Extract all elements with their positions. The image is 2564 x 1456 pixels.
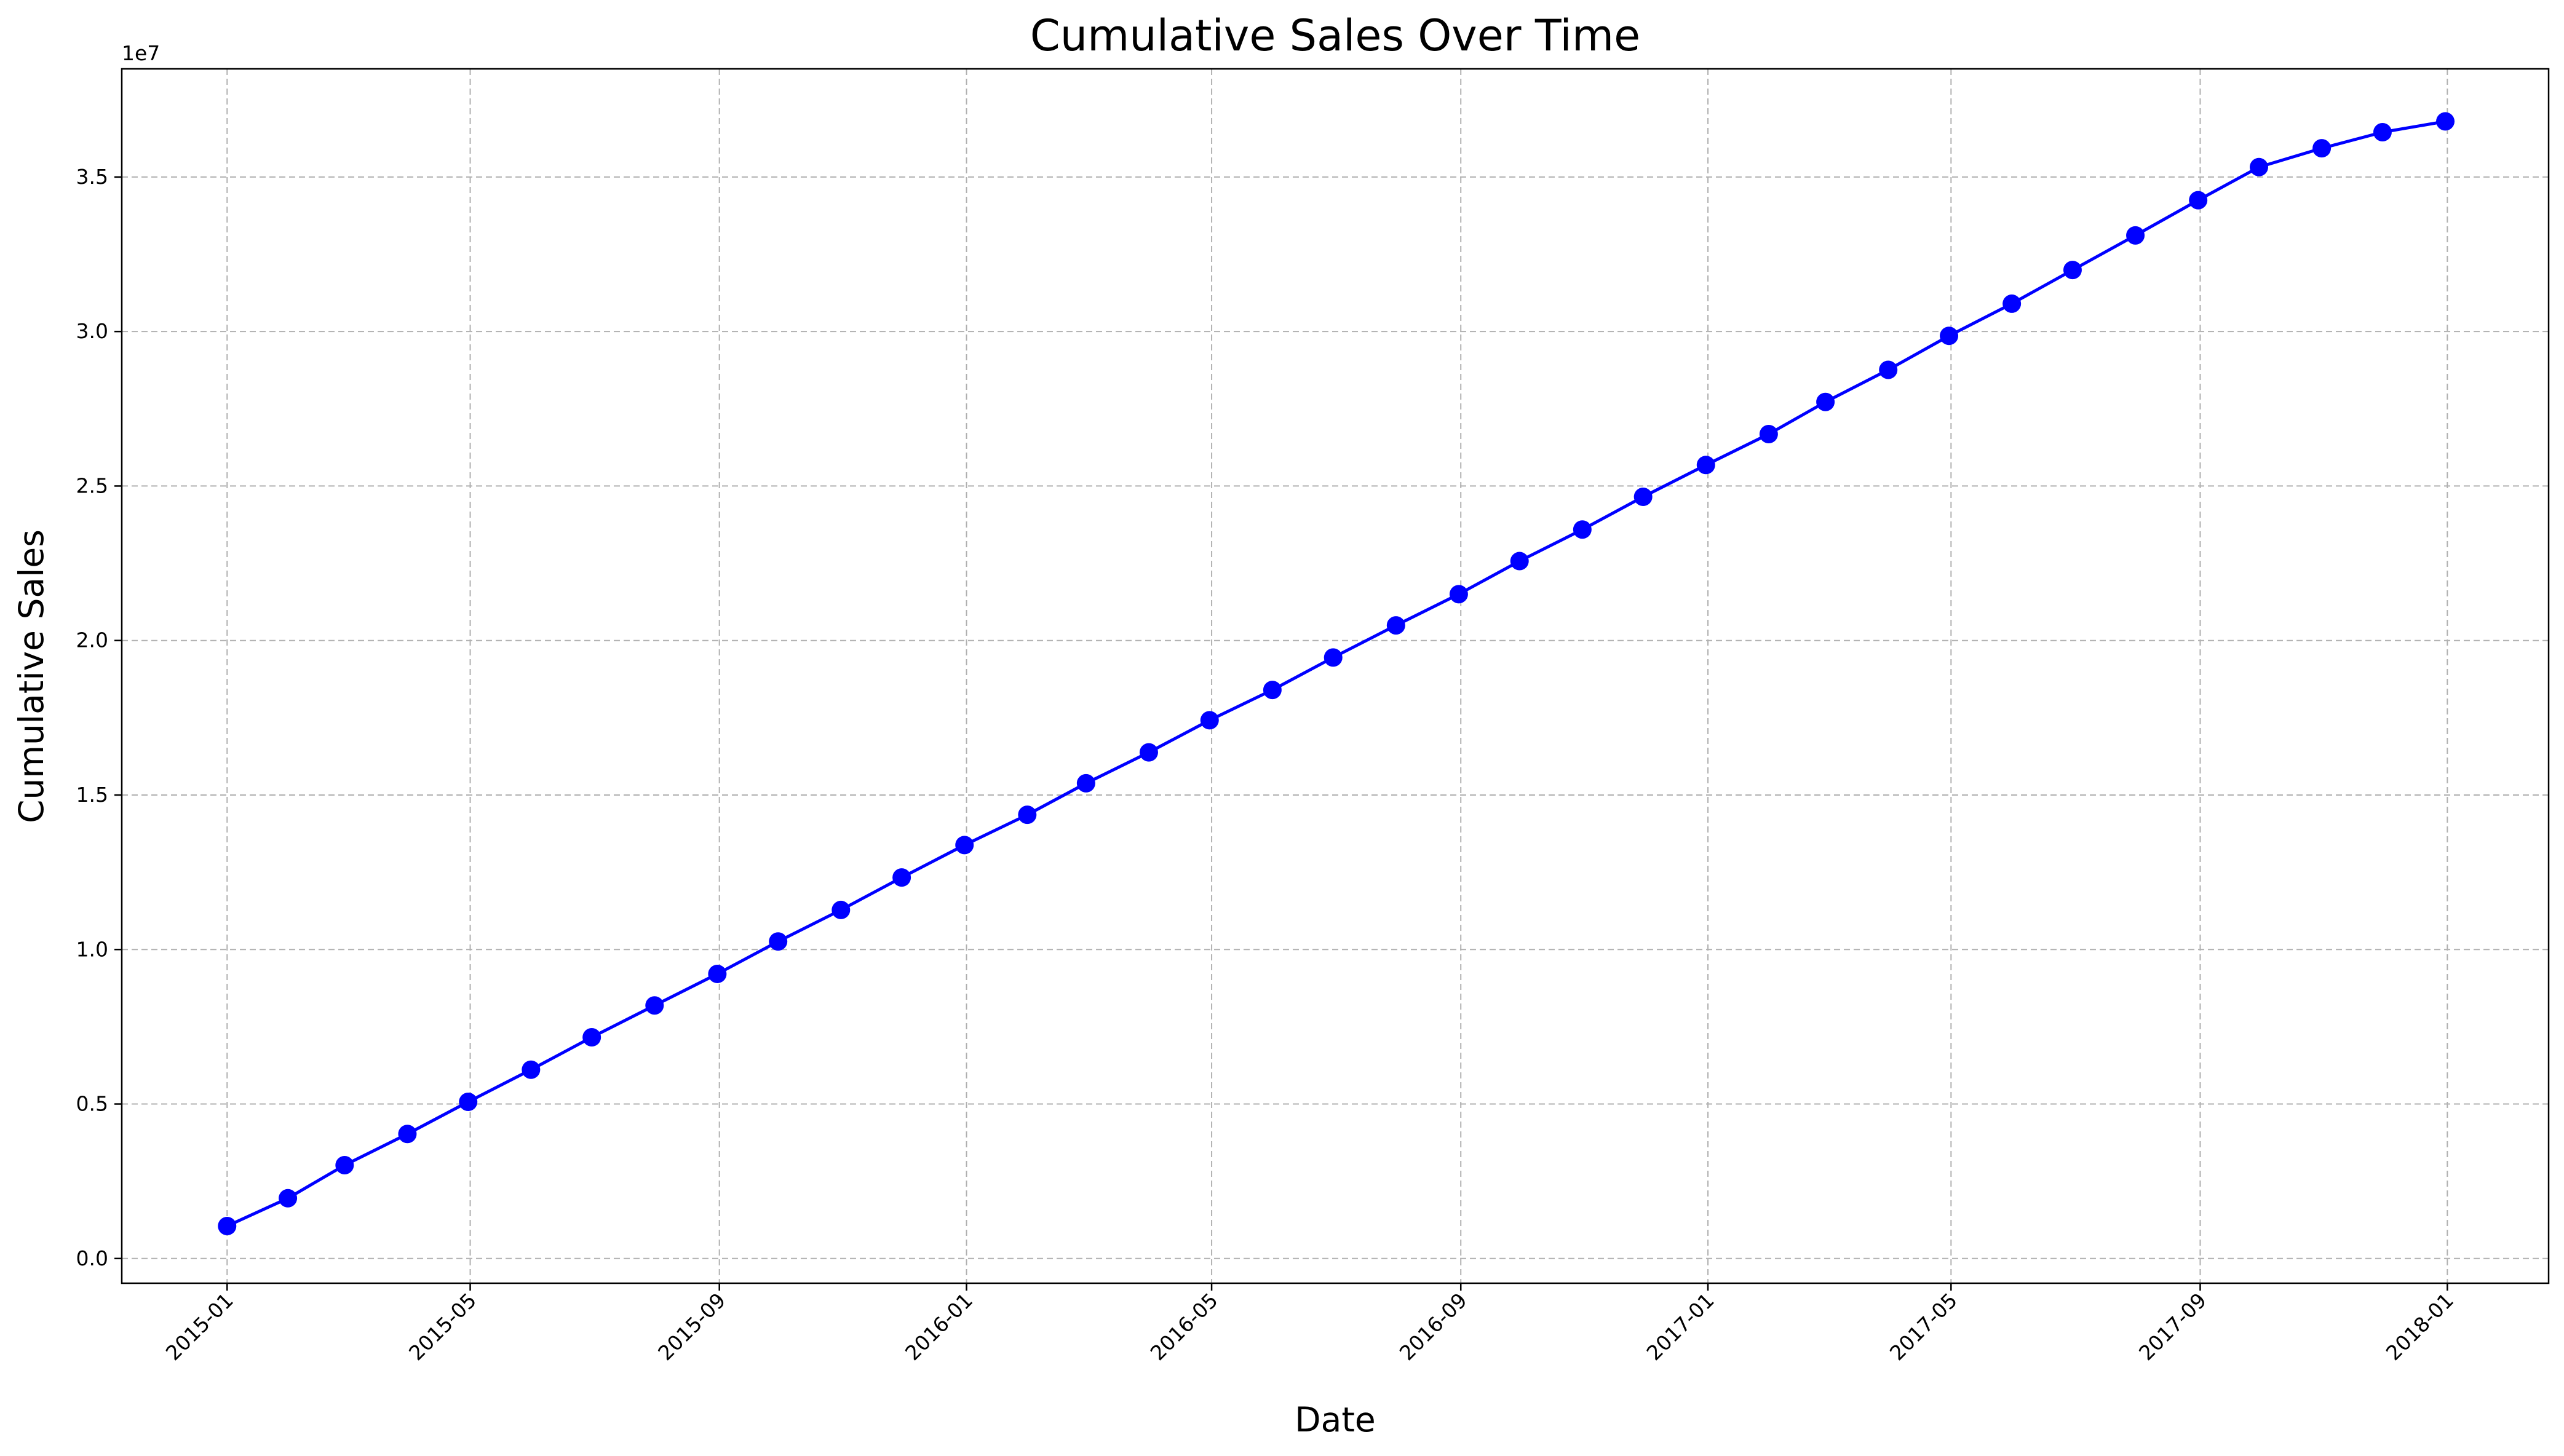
data-point xyxy=(1076,774,1095,793)
data-point xyxy=(1018,805,1037,825)
data-point xyxy=(1879,360,1898,379)
data-point xyxy=(832,900,851,919)
series-line xyxy=(226,119,2446,1228)
data-point xyxy=(1200,711,1219,730)
y-tick-label: 1.5 xyxy=(76,783,108,807)
data-point xyxy=(2126,226,2145,245)
data-point xyxy=(335,1156,354,1175)
data-point xyxy=(398,1125,417,1144)
y-tick-label: 2.5 xyxy=(76,473,108,497)
data-point xyxy=(1759,425,1778,444)
data-point xyxy=(1633,488,1653,507)
data-point xyxy=(2249,157,2268,176)
x-tick-label: 2015-05 xyxy=(404,1288,481,1365)
y-tick-label: 0.0 xyxy=(76,1246,108,1270)
x-axis-label: Date xyxy=(1295,1400,1375,1439)
data-point xyxy=(1696,456,1715,475)
y-axis-offset-label: 1e7 xyxy=(122,41,160,65)
data-point xyxy=(708,964,727,983)
data-point xyxy=(2002,294,2022,313)
x-tick-label: 2018-01 xyxy=(2381,1288,2458,1365)
x-tick-label: 2015-09 xyxy=(653,1288,730,1365)
data-point xyxy=(2063,261,2082,280)
y-tick-label: 0.5 xyxy=(76,1092,108,1116)
x-tick-label: 2016-01 xyxy=(900,1288,977,1365)
x-tick-label: 2016-05 xyxy=(1146,1288,1223,1365)
data-point xyxy=(459,1093,478,1112)
y-tick-label: 3.5 xyxy=(76,165,108,189)
data-point xyxy=(955,836,974,855)
data-point xyxy=(1510,552,1529,571)
grid-layer xyxy=(122,69,2549,1283)
data-point xyxy=(2436,112,2455,131)
y-tick-label: 3.0 xyxy=(76,319,108,343)
data-point xyxy=(522,1060,541,1079)
data-point xyxy=(582,1027,601,1046)
data-point xyxy=(645,996,664,1015)
data-point xyxy=(2189,191,2208,210)
data-point xyxy=(2312,139,2332,158)
plot-frame xyxy=(121,68,2550,1284)
data-point xyxy=(1816,392,1835,411)
data-point xyxy=(892,868,911,887)
series-layer xyxy=(218,112,2455,1236)
data-point xyxy=(769,932,788,951)
chart-title: Cumulative Sales Over Time xyxy=(1030,10,1640,61)
data-point xyxy=(1263,681,1282,700)
data-point xyxy=(2373,123,2392,142)
data-point xyxy=(218,1217,237,1236)
x-tick-label: 2015-01 xyxy=(161,1288,238,1365)
x-tick-label: 2016-09 xyxy=(1395,1288,1472,1365)
data-point xyxy=(1324,648,1343,667)
data-point xyxy=(1139,743,1158,762)
x-tick-label: 2017-05 xyxy=(1885,1288,1962,1365)
y-tick-label: 1.0 xyxy=(76,937,108,961)
x-axis-ticks: 2015-01 2015-05 2015-09 2016-01 2016-05 2016-… xyxy=(161,1283,2458,1365)
data-point xyxy=(1449,585,1468,604)
y-axis-ticks: 0.0 0.5 1.0 1.5 2.0 2.5 3.0 3.5 xyxy=(76,165,122,1270)
data-point xyxy=(1940,326,1959,346)
data-point xyxy=(1386,616,1405,635)
x-tick-label: 2017-01 xyxy=(1642,1288,1719,1365)
x-tick-label: 2017-09 xyxy=(2134,1288,2211,1365)
y-tick-label: 2.0 xyxy=(76,628,108,652)
y-axis-label: Cumulative Sales xyxy=(12,529,51,823)
data-point xyxy=(1573,520,1592,539)
data-point xyxy=(279,1189,298,1208)
